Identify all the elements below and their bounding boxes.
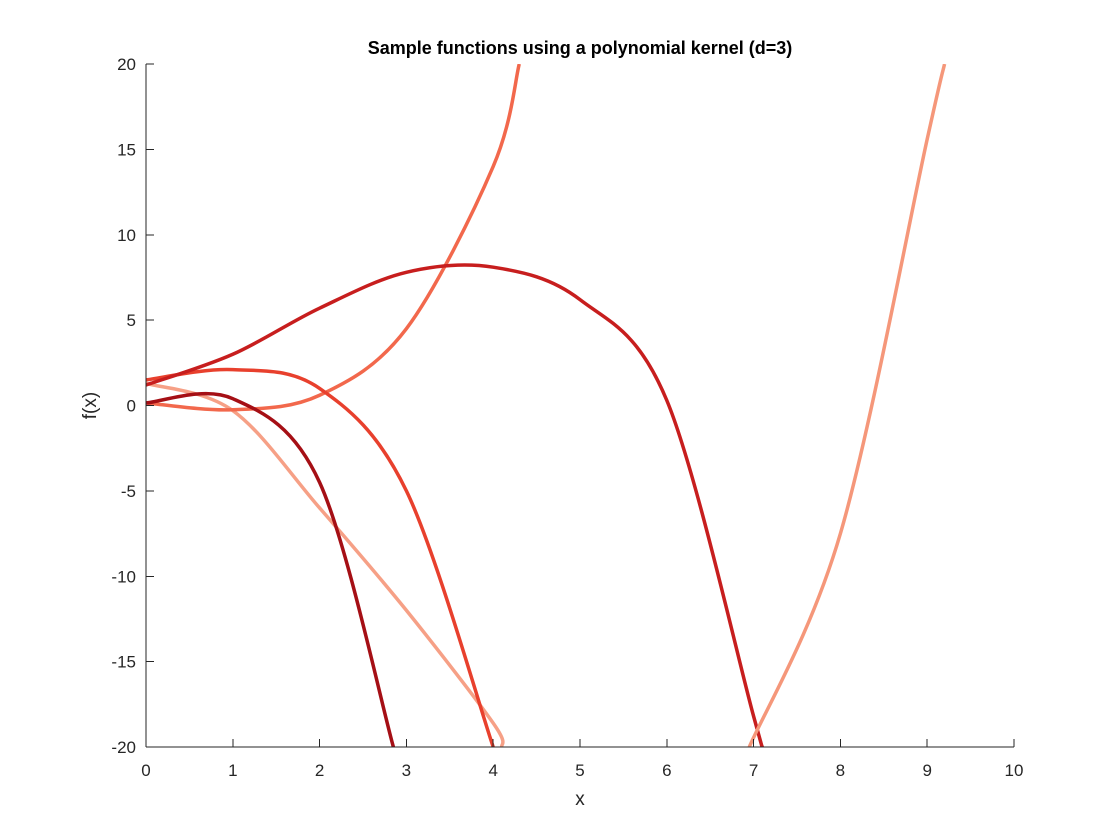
x-tick-label: 2	[315, 761, 324, 780]
series-line-3	[146, 367, 495, 747]
x-tick-label: 0	[141, 761, 150, 780]
x-tick-label: 9	[922, 761, 931, 780]
x-tick-label: 7	[749, 761, 758, 780]
chart-title: Sample functions using a polynomial kern…	[368, 38, 793, 58]
series-line-6	[146, 391, 396, 747]
y-tick-label: 5	[127, 311, 136, 330]
series-line-2	[146, 64, 521, 412]
x-tick-label: 3	[402, 761, 411, 780]
y-tick-label: -10	[111, 567, 136, 586]
series-layer	[146, 64, 947, 747]
y-tick-label: 20	[117, 55, 136, 74]
x-tick-label: 5	[575, 761, 584, 780]
series-line-5	[747, 64, 947, 747]
y-tick-label: -15	[111, 653, 136, 672]
y-tick-label: 15	[117, 140, 136, 159]
x-tick-label: 4	[488, 761, 497, 780]
x-tick-label: 6	[662, 761, 671, 780]
series-line-1	[146, 381, 505, 747]
y-axis-label: f(x)	[80, 392, 101, 419]
series-line-4	[146, 263, 765, 747]
x-axis-label: x	[575, 789, 585, 810]
y-tick-label: -20	[111, 738, 136, 757]
y-tick-label: 0	[127, 397, 136, 416]
x-tick-label: 1	[228, 761, 237, 780]
y-tick-label: -5	[121, 482, 136, 501]
y-tick-label: 10	[117, 226, 136, 245]
x-tick-label: 10	[1005, 761, 1024, 780]
axes-layer: 0 1 2 3 4 5 6 7 8 9 10 -20 -15 -10 -5 0 5 10 15 20	[111, 55, 1023, 780]
x-tick-label: 8	[836, 761, 845, 780]
